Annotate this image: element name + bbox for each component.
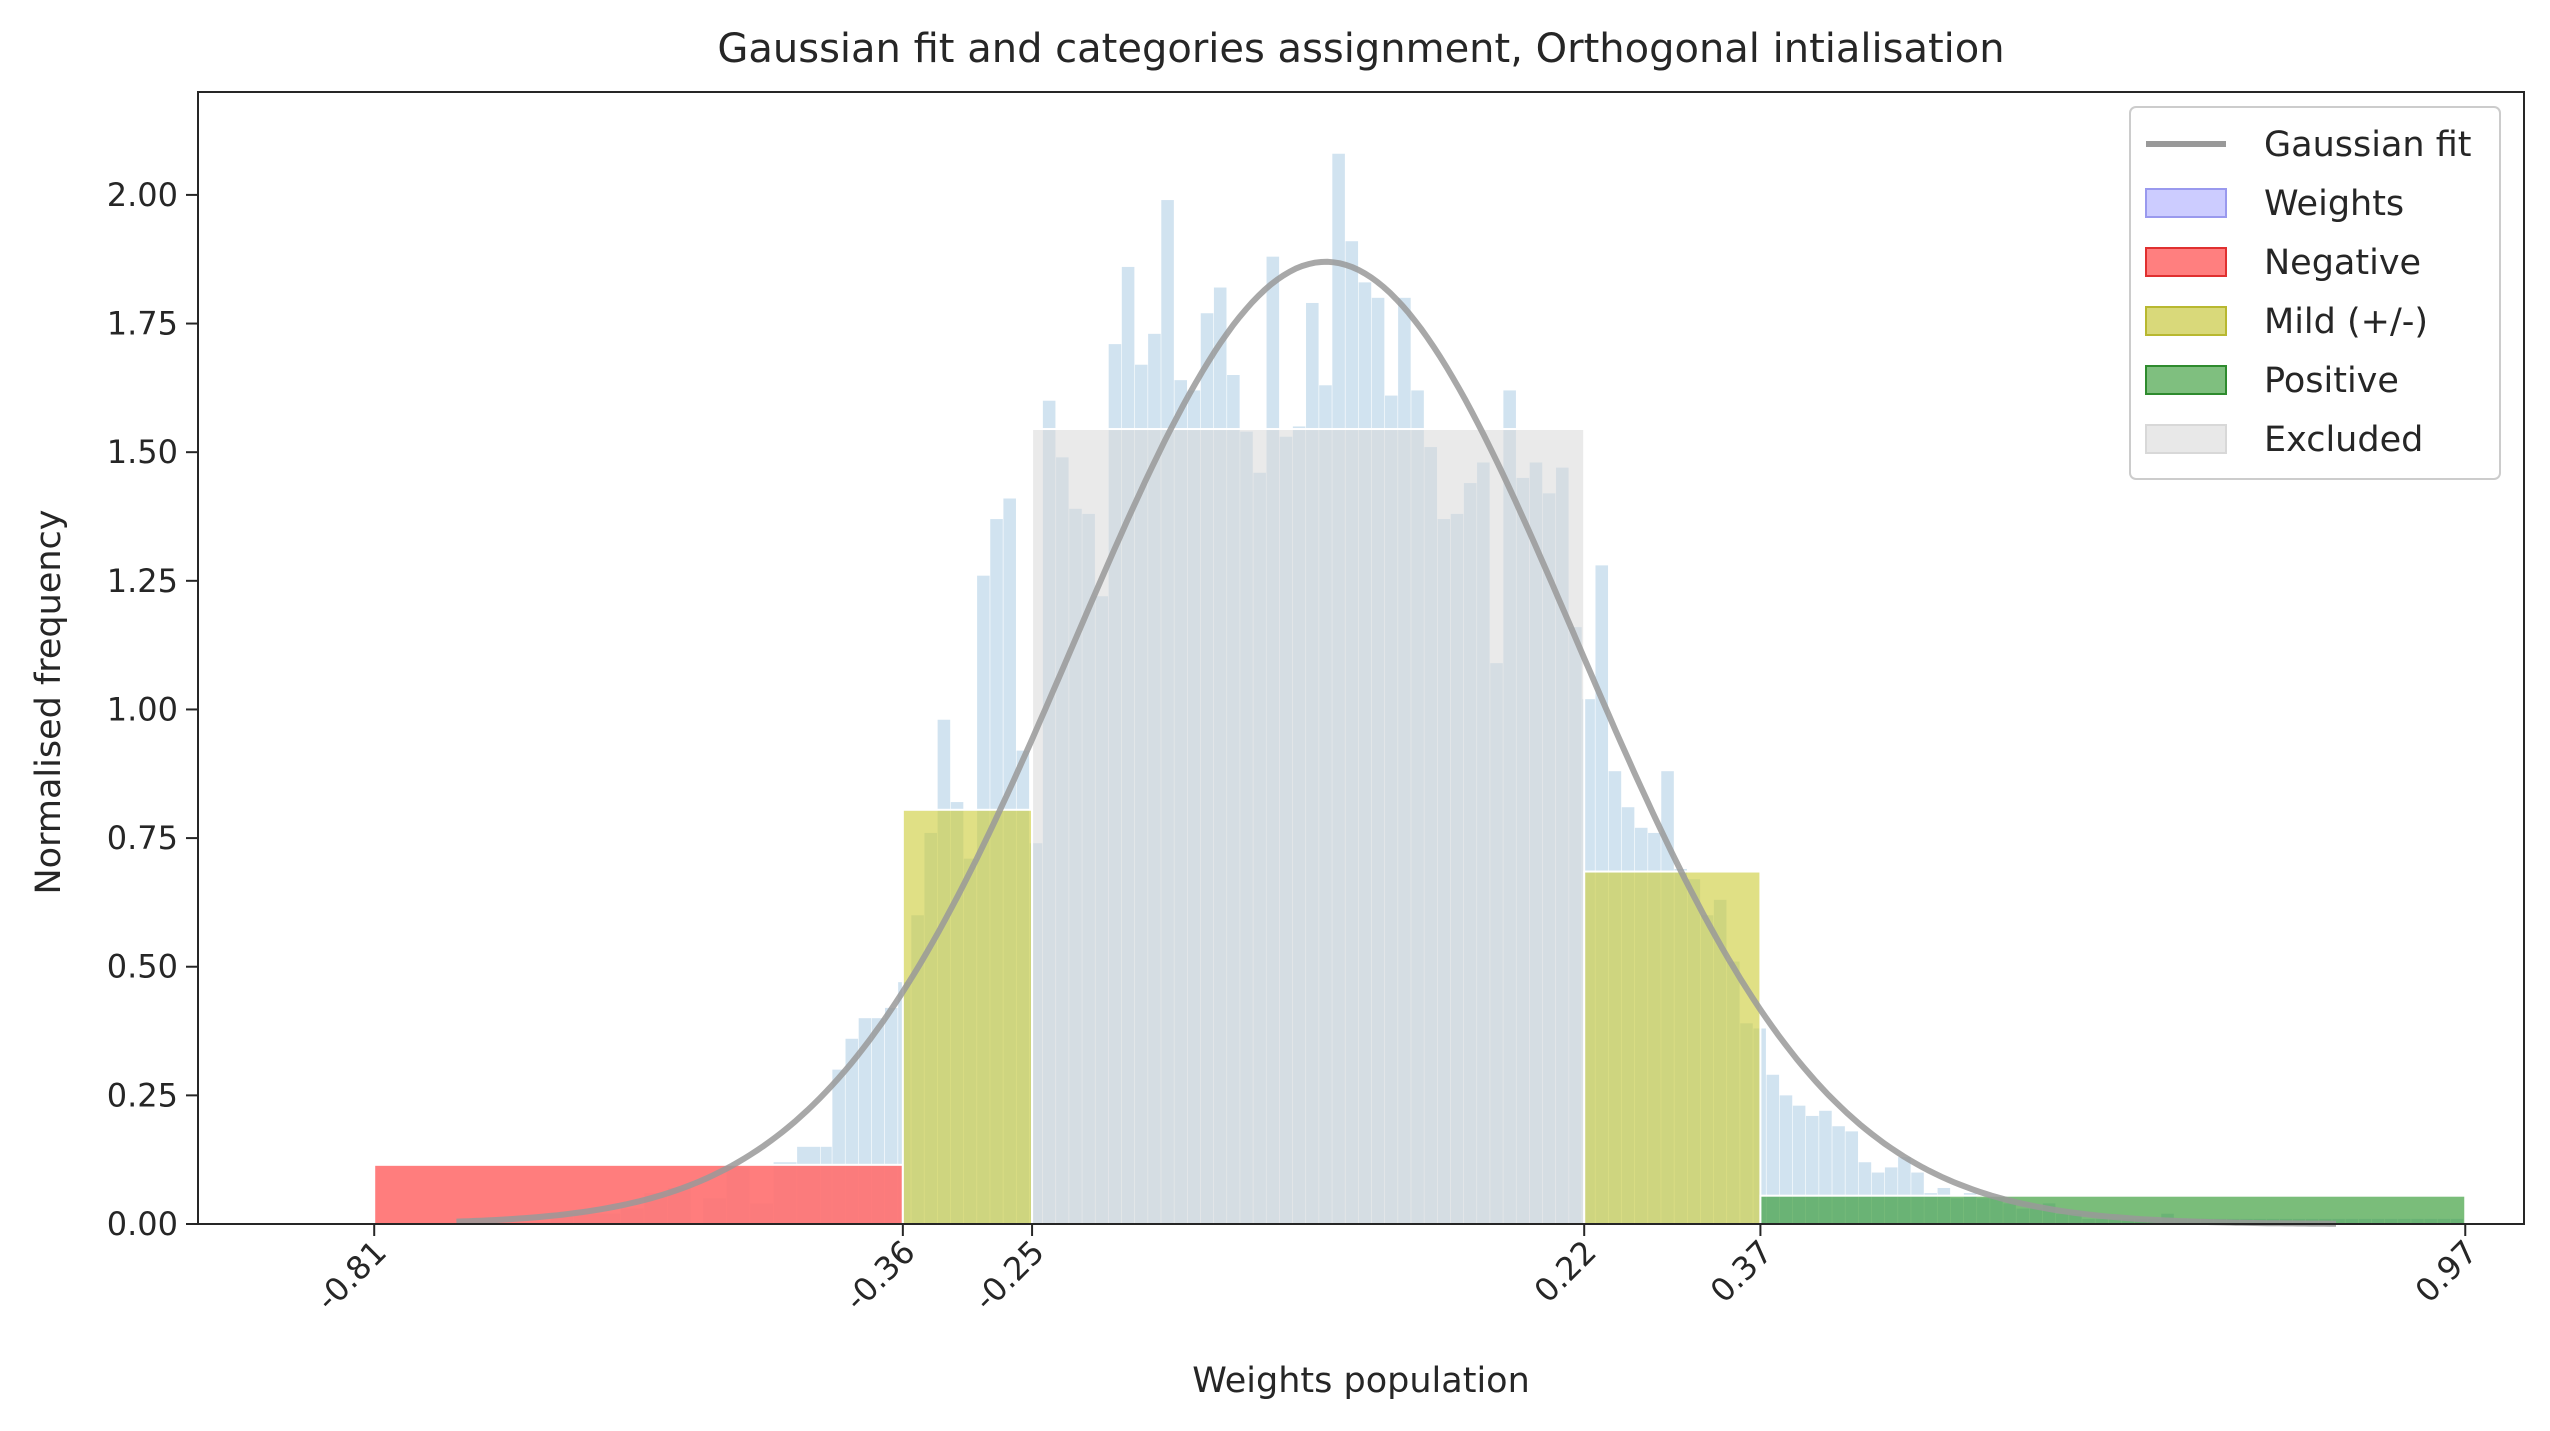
- legend-swatch-mild: [2145, 306, 2227, 336]
- gaussian-fit-line: [456, 258, 2336, 1227]
- category-negative-bar: [373, 1163, 904, 1225]
- legend-label-gaussian-fit: Gaussian fit: [2264, 125, 2471, 165]
- legend-label-positive: Positive: [2264, 361, 2399, 401]
- y-tick-label: 0.75: [107, 819, 178, 857]
- y-tick-label: 0.25: [107, 1076, 178, 1114]
- legend-swatch-positive: [2145, 365, 2227, 395]
- axes-frame: [197, 91, 2525, 1225]
- y-tick-label: 1.75: [107, 305, 178, 343]
- legend-swatch-negative: [2145, 247, 2227, 277]
- y-tick-label: 1.25: [107, 562, 178, 600]
- plot-area: [373, 153, 2467, 1227]
- histogram-bar: [1779, 1095, 1793, 1224]
- category-excluded-bar: [1031, 428, 1586, 1225]
- histogram-bar: [1766, 1074, 1780, 1224]
- y-tick-label: 1.50: [107, 433, 178, 471]
- legend-label-excluded: Excluded: [2264, 420, 2423, 460]
- x-axis-label: Weights population: [1192, 1361, 1530, 1401]
- legend-swatch-weights: [2145, 188, 2227, 218]
- y-axis-label: Normalised frequency: [29, 509, 69, 894]
- category-mild-bar: [1583, 870, 1762, 1225]
- legend-label-weights: Weights: [2264, 184, 2404, 224]
- y-tick-label: 2.00: [107, 176, 178, 214]
- legend-label-negative: Negative: [2264, 243, 2421, 283]
- legend: Gaussian fit Weights Negative Mild (+/-) Pos…: [2129, 106, 2501, 480]
- legend-label-mild: Mild (+/-): [2264, 302, 2428, 342]
- y-tick-label: 0.50: [107, 948, 178, 986]
- y-tick-label: 0.00: [107, 1205, 178, 1243]
- histogram-bar: [1792, 1105, 1806, 1224]
- chart-title: Gaussian fit and categories assignment, …: [717, 26, 2004, 72]
- y-tick-label: 1.00: [107, 690, 178, 728]
- legend-swatch-excluded: [2145, 424, 2227, 454]
